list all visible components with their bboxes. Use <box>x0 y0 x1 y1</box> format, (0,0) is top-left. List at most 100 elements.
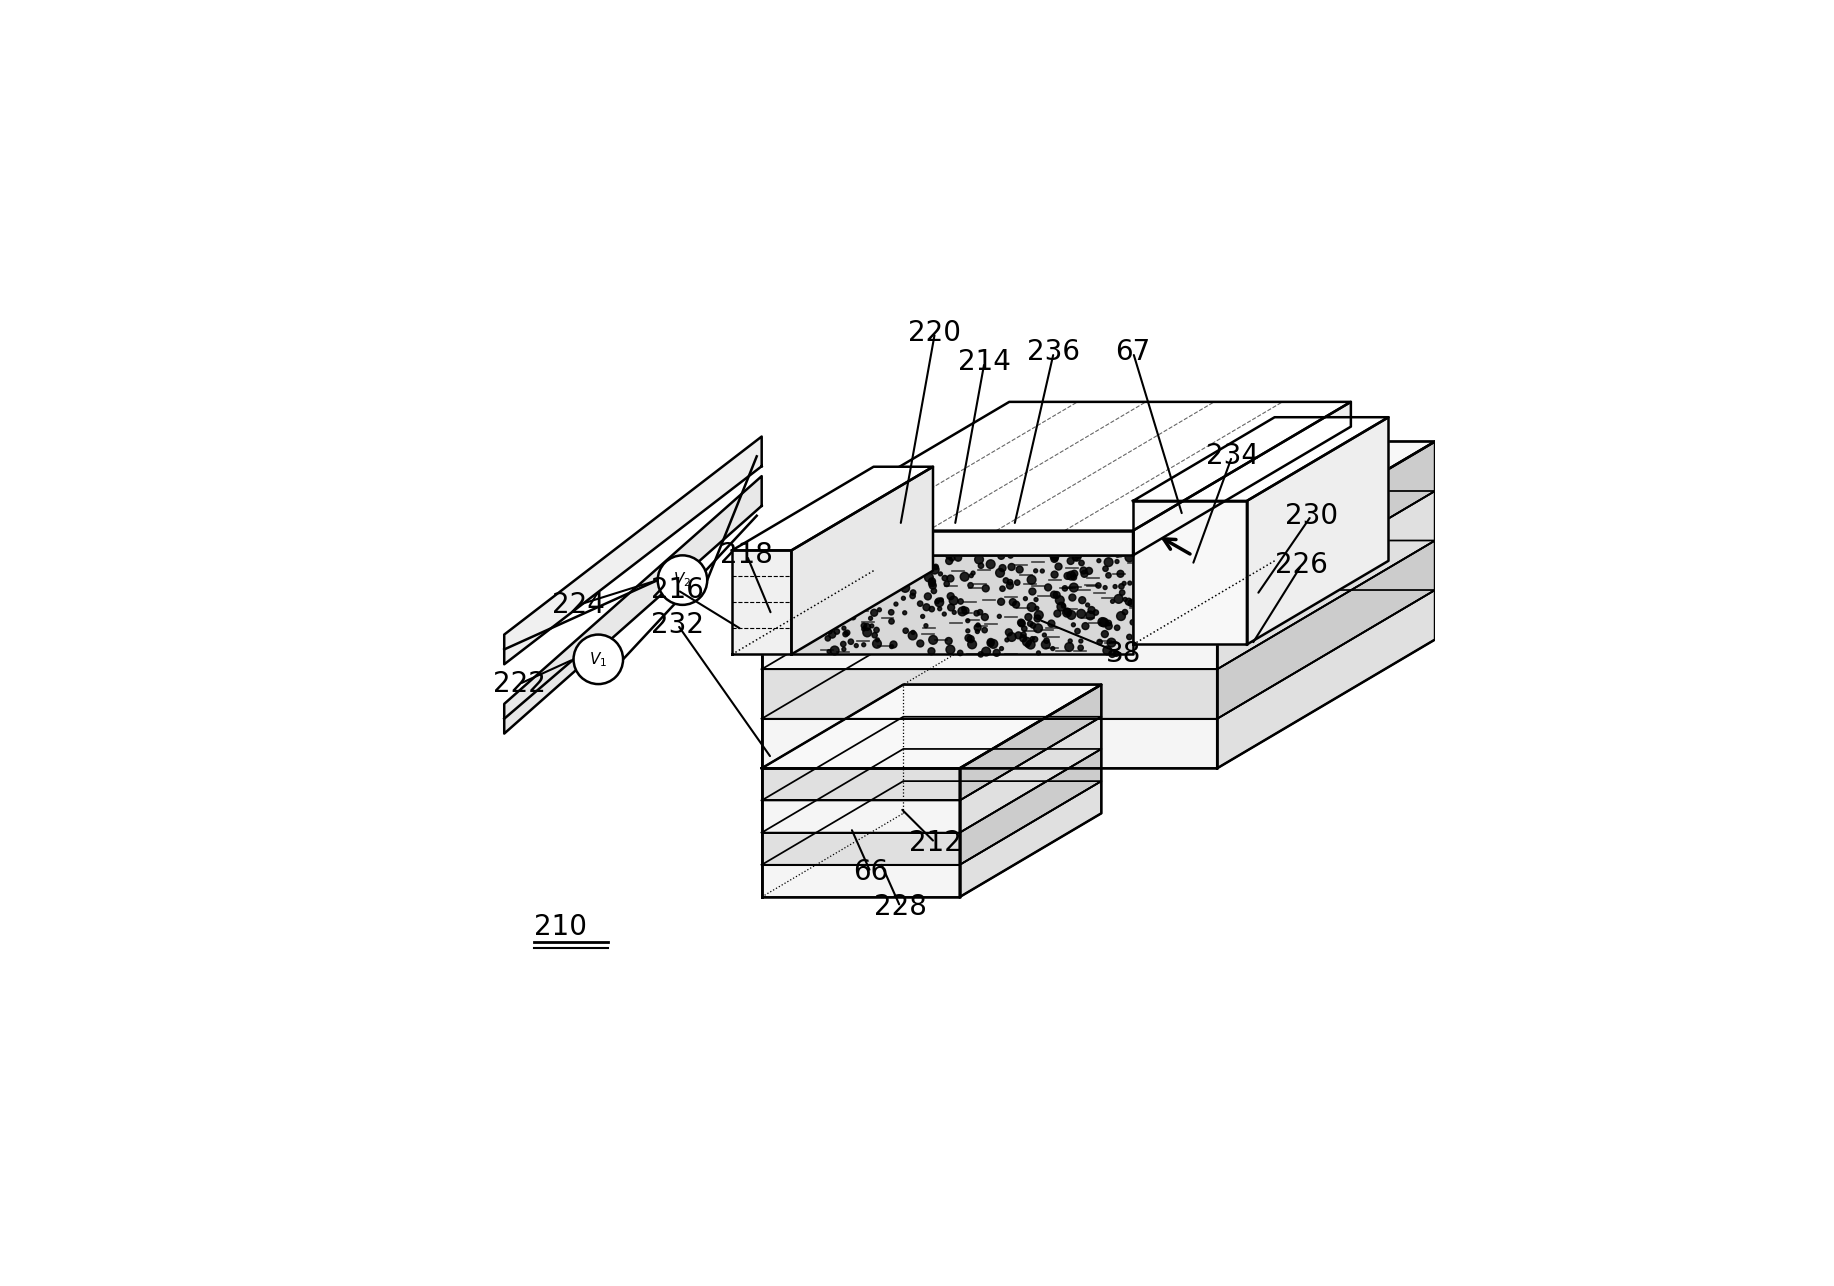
Point <box>1100 576 1130 597</box>
Point <box>1012 635 1042 656</box>
Point <box>1049 512 1078 532</box>
Polygon shape <box>504 436 761 665</box>
Point <box>807 589 836 610</box>
Point <box>921 478 950 499</box>
Text: 222: 222 <box>493 670 545 698</box>
Point <box>1097 511 1126 531</box>
Point <box>998 592 1027 612</box>
Point <box>1165 502 1194 522</box>
Point <box>921 559 950 580</box>
Point <box>1014 422 1044 442</box>
Point <box>970 607 1000 628</box>
Point <box>996 575 1025 595</box>
Point <box>878 491 908 512</box>
Point <box>1168 512 1198 532</box>
Polygon shape <box>761 800 959 832</box>
Point <box>1067 553 1097 574</box>
Point <box>1040 565 1069 585</box>
Point <box>987 592 1016 612</box>
Point <box>1110 543 1139 563</box>
Point <box>1016 477 1045 498</box>
Point <box>807 595 836 616</box>
Point <box>979 472 1009 493</box>
Point <box>930 568 959 589</box>
Point <box>862 531 891 552</box>
Point <box>878 549 908 570</box>
Point <box>1104 589 1133 610</box>
Point <box>1031 507 1060 527</box>
Text: 224: 224 <box>552 590 605 619</box>
Point <box>877 637 906 657</box>
Point <box>963 617 992 638</box>
Point <box>1084 417 1113 437</box>
Point <box>847 572 877 593</box>
Point <box>917 599 946 620</box>
Point <box>1155 433 1185 454</box>
Point <box>1040 584 1069 604</box>
Point <box>1073 594 1102 615</box>
Polygon shape <box>959 748 1102 864</box>
Point <box>1154 523 1183 544</box>
Point <box>1236 454 1265 475</box>
Point <box>864 562 893 583</box>
Point <box>1069 517 1099 538</box>
Point <box>1042 585 1071 606</box>
Point <box>1071 616 1100 637</box>
Point <box>948 601 978 621</box>
Point <box>992 437 1022 458</box>
Point <box>983 427 1012 448</box>
Point <box>877 562 906 583</box>
Point <box>970 620 1000 640</box>
Point <box>996 545 1025 566</box>
Point <box>1040 545 1069 566</box>
Point <box>1047 466 1077 486</box>
Polygon shape <box>761 491 1434 620</box>
Polygon shape <box>761 832 959 864</box>
Text: $V_2$: $V_2$ <box>673 571 691 589</box>
Point <box>877 611 906 631</box>
Point <box>800 589 829 610</box>
Point <box>979 449 1009 469</box>
Point <box>805 562 834 583</box>
Polygon shape <box>1218 491 1434 669</box>
Point <box>981 460 1011 481</box>
Point <box>935 568 965 589</box>
Point <box>1192 417 1221 437</box>
Point <box>1071 448 1100 468</box>
Point <box>1018 422 1047 442</box>
Point <box>1130 454 1159 475</box>
Point <box>990 570 1020 590</box>
Point <box>1119 439 1148 459</box>
Point <box>1001 594 1031 615</box>
Point <box>945 489 974 509</box>
Point <box>1104 471 1133 491</box>
Point <box>1023 477 1053 498</box>
Point <box>811 561 840 581</box>
Point <box>1106 458 1135 478</box>
Point <box>1093 640 1122 661</box>
Polygon shape <box>792 401 1352 531</box>
Point <box>1093 565 1122 585</box>
Point <box>878 577 908 598</box>
Point <box>825 593 855 613</box>
Point <box>989 441 1018 462</box>
Point <box>805 616 834 637</box>
Point <box>1117 593 1146 613</box>
Point <box>1104 508 1133 529</box>
Point <box>1014 607 1044 628</box>
Point <box>985 606 1014 626</box>
Point <box>1141 516 1170 536</box>
Point <box>779 606 809 626</box>
Point <box>1245 457 1275 477</box>
Point <box>1249 451 1278 472</box>
Point <box>992 630 1022 651</box>
Point <box>917 467 946 487</box>
Point <box>957 530 987 550</box>
Point <box>1045 493 1075 513</box>
Point <box>970 579 1000 599</box>
Point <box>1196 427 1225 448</box>
Point <box>1121 464 1150 485</box>
Point <box>809 598 838 619</box>
Point <box>1044 462 1073 482</box>
Point <box>967 556 996 576</box>
